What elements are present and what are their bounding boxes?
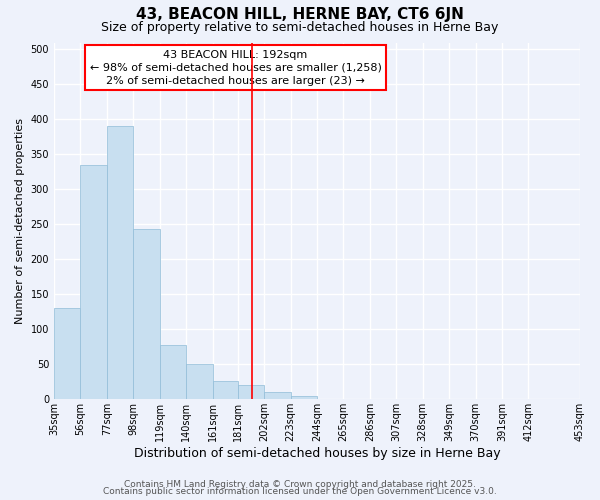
Bar (212, 381, 238, 400)
Bar (107, 126, 133, 400)
Bar (160, 344, 186, 400)
Y-axis label: Number of semi-detached properties: Number of semi-detached properties (15, 118, 25, 324)
Text: Size of property relative to semi-detached houses in Herne Bay: Size of property relative to semi-detach… (101, 21, 499, 34)
Bar (54, 308, 80, 400)
Text: Contains HM Land Registry data © Crown copyright and database right 2025.: Contains HM Land Registry data © Crown c… (124, 480, 476, 489)
Bar (186, 364, 212, 400)
X-axis label: Distribution of semi-detached houses by size in Herne Bay: Distribution of semi-detached houses by … (134, 447, 500, 460)
Text: 43 BEACON HILL: 192sqm
← 98% of semi-detached houses are smaller (1,258)
2% of s: 43 BEACON HILL: 192sqm ← 98% of semi-det… (89, 50, 382, 86)
Text: Contains public sector information licensed under the Open Government Licence v3: Contains public sector information licen… (103, 487, 497, 496)
Bar (264, 392, 290, 400)
Text: 43, BEACON HILL, HERNE BAY, CT6 6JN: 43, BEACON HILL, HERNE BAY, CT6 6JN (136, 8, 464, 22)
Bar (133, 230, 160, 400)
Bar (502, 398, 529, 400)
Bar (290, 396, 317, 400)
Bar (238, 386, 264, 400)
Bar (80, 165, 107, 400)
